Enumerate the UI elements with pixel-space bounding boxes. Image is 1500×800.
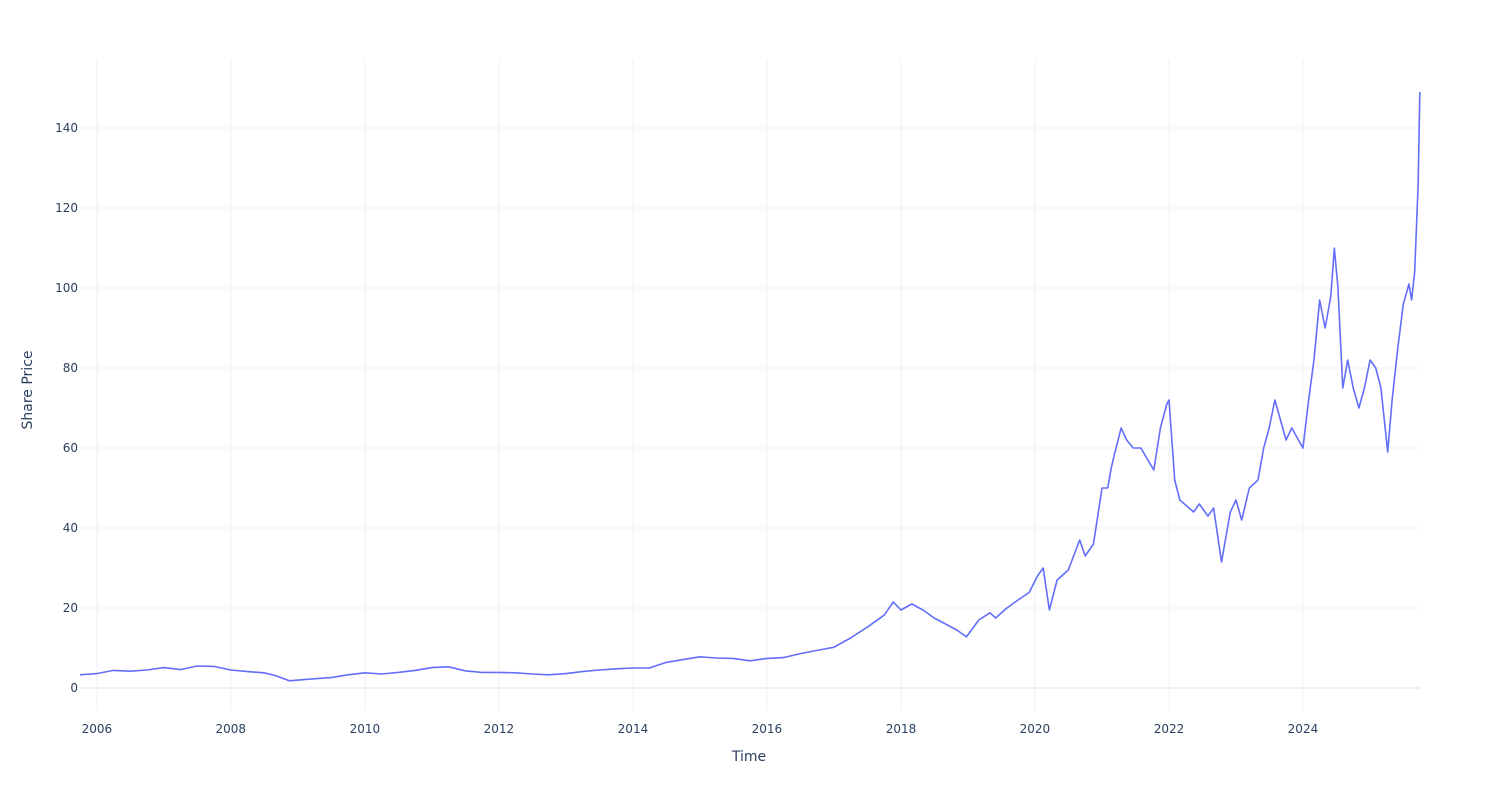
- y-tick-label: 20: [63, 601, 78, 615]
- y-tick-label: 60: [63, 441, 78, 455]
- series-line: [79, 91, 1421, 682]
- y-tick-label: 40: [63, 521, 78, 535]
- x-tick-label: 2024: [1288, 722, 1319, 736]
- x-tick-label: 2018: [886, 722, 917, 736]
- x-tick-label: 2010: [350, 722, 381, 736]
- y-gridlines: [80, 127, 1420, 689]
- y-tick-label: 140: [55, 121, 78, 135]
- y-tick-label: 100: [55, 281, 78, 295]
- x-tick-label: 2022: [1154, 722, 1185, 736]
- y-tick-label: 120: [55, 201, 78, 215]
- x-tick-label: 2014: [618, 722, 649, 736]
- x-axis-title: Time: [731, 749, 766, 765]
- x-tick-label: 2020: [1020, 722, 1051, 736]
- x-gridlines: [96, 60, 1304, 710]
- y-tick-label: 80: [63, 361, 78, 375]
- x-tick-label: 2006: [82, 722, 113, 736]
- x-tick-label: 2008: [216, 722, 247, 736]
- y-axis-title: Share Price: [20, 350, 36, 429]
- x-tick-label: 2012: [484, 722, 515, 736]
- x-tick-label: 2016: [752, 722, 783, 736]
- x-tick-labels: 2006 2008 2010 2012 2014 2016 2018 2020 2022 2024: [82, 722, 1319, 736]
- y-tick-labels: 0 20 40 60 80 100 120 140: [55, 121, 78, 695]
- series-layer: [79, 91, 1421, 682]
- y-tick-label: 0: [70, 681, 78, 695]
